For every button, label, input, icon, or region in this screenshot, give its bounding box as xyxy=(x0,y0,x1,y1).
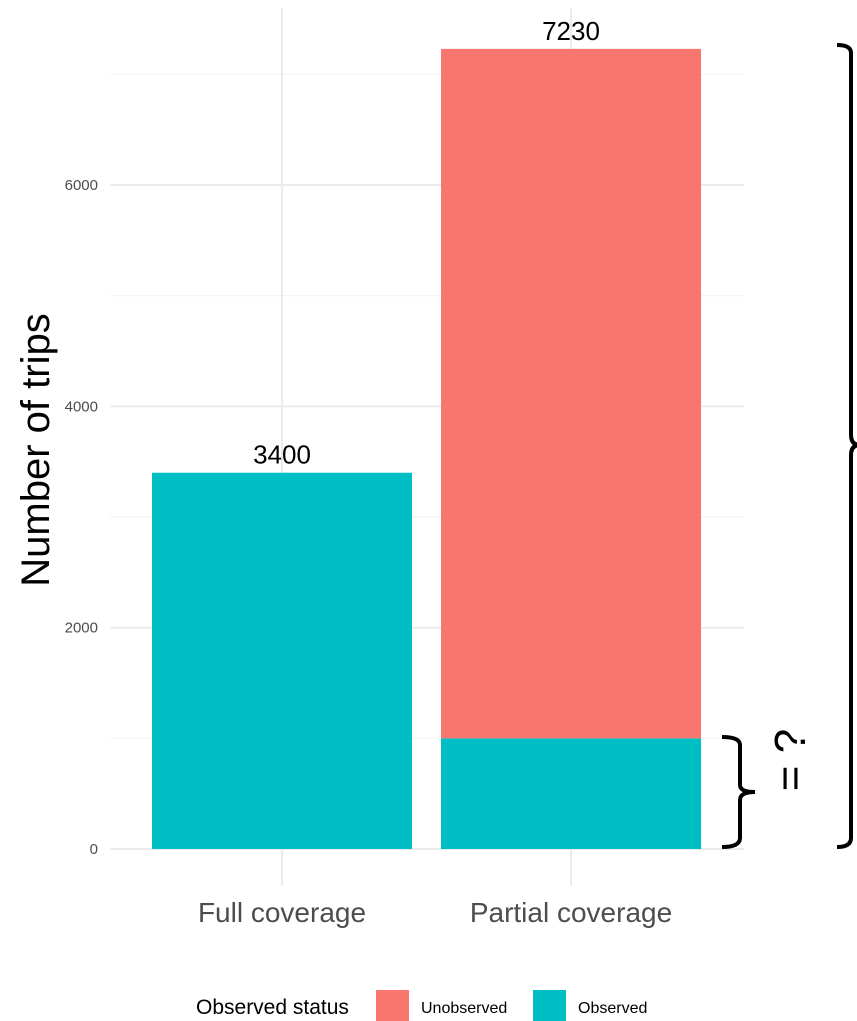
bars xyxy=(152,48,701,849)
y-tick-label: 0 xyxy=(90,841,98,858)
small-brace xyxy=(721,735,756,849)
x-category-label: Partial coverage xyxy=(470,897,672,928)
y-axis-label: Number of trips xyxy=(14,313,58,586)
y-tick-label: 4000 xyxy=(65,398,98,415)
x-category-labels: Full coverage Partial coverage xyxy=(198,897,672,928)
y-tick-label: 6000 xyxy=(65,177,98,194)
bar-observed-partial xyxy=(441,738,701,849)
legend-label-observed: Observed xyxy=(578,1000,647,1017)
x-category-label: Full coverage xyxy=(198,897,366,928)
legend-label-unobserved: Unobserved xyxy=(421,1000,507,1017)
bar-total-label: 3400 xyxy=(253,440,311,470)
bar-unobserved-partial xyxy=(441,48,701,739)
bar-observed-full xyxy=(152,472,412,849)
legend-swatch-unobserved xyxy=(376,990,409,1021)
equals-question-annotation: = ? xyxy=(766,729,815,791)
large-brace xyxy=(836,43,857,849)
bar-total-label: 7230 xyxy=(542,16,600,46)
legend-title: Observed status xyxy=(196,996,349,1019)
y-tick-label: 2000 xyxy=(65,620,98,637)
data-labels: 3400 7230 xyxy=(253,16,600,470)
y-tick-labels: 0 2000 4000 6000 xyxy=(65,177,98,858)
legend-swatch-observed xyxy=(533,990,566,1021)
legend: Observed status Unobserved Observed xyxy=(196,990,647,1021)
